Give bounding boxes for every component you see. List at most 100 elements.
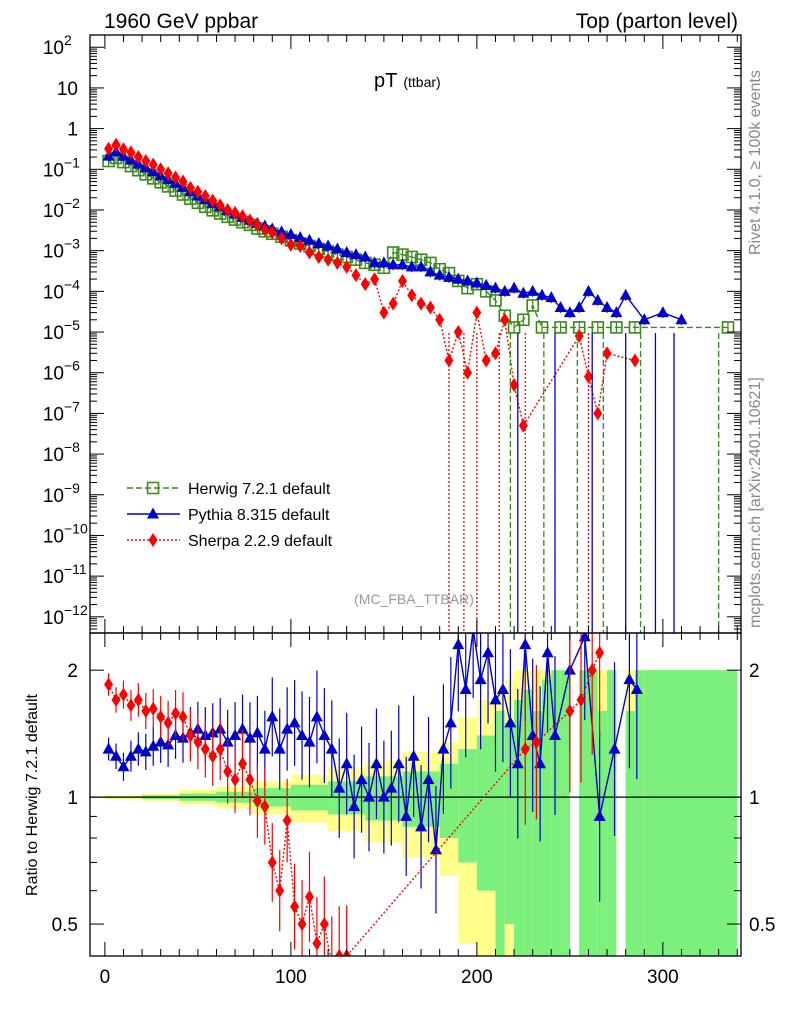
chart-title: pT (ttbar): [374, 70, 441, 92]
y-tick-label: 10−10: [43, 520, 88, 547]
ratio-point: [333, 781, 346, 793]
ratio-band-inner: [551, 670, 561, 956]
series-point: [638, 313, 651, 325]
ratio-point: [118, 687, 128, 702]
series-point: [171, 170, 181, 185]
ratio-band-inner: [523, 689, 533, 956]
series-point: [545, 291, 558, 303]
y-tick-label: 10−3: [43, 236, 80, 263]
series-point: [312, 236, 325, 248]
series-point: [193, 184, 203, 199]
series-point: [415, 260, 428, 272]
ratio-point: [258, 742, 271, 754]
ratio-point: [266, 710, 279, 722]
ratio-point: [304, 889, 314, 904]
series-point: [508, 281, 521, 293]
series-point: [452, 272, 465, 284]
series-point: [230, 205, 240, 220]
series-point: [526, 284, 539, 296]
y-tick-label: 10: [57, 79, 78, 100]
ratio-point: [139, 745, 152, 757]
y-tick-label: 10−2: [43, 195, 80, 222]
ratio-y-tick-label: 1: [67, 788, 78, 809]
ratio-point: [154, 735, 167, 747]
series-point: [126, 145, 136, 160]
ratio-band-inner: [625, 711, 635, 956]
series-point: [628, 321, 642, 334]
series-point: [509, 377, 519, 392]
ratio-point: [110, 749, 123, 761]
analysis-label: (MC_FBA_TTBAR): [354, 591, 474, 607]
series-point: [526, 299, 539, 312]
ratio-point: [156, 709, 166, 724]
series-point: [178, 174, 188, 189]
ratio-point: [229, 728, 242, 740]
series-point: [489, 294, 502, 307]
x-tick-label: 0: [100, 967, 111, 988]
ratio-point: [452, 638, 465, 650]
ratio-point: [312, 936, 322, 951]
series-point: [377, 256, 390, 268]
series-point: [602, 346, 612, 361]
series-point: [535, 321, 549, 334]
ratio-point: [147, 739, 160, 751]
ratio-point: [208, 749, 218, 764]
ratio-point: [489, 693, 502, 705]
ratio-point: [273, 742, 286, 754]
ratio-band-inner: [634, 670, 645, 956]
legend: Herwig 7.2.1 default Pythia 8.315 default…: [127, 481, 333, 550]
series-point: [425, 300, 435, 315]
ratio-point: [385, 781, 398, 793]
ratio-band-inner: [560, 670, 570, 956]
ratio-point: [630, 682, 643, 694]
ratio-point: [267, 855, 277, 870]
series-point: [215, 198, 225, 213]
series-point: [223, 202, 233, 217]
legend-label-1: Pythia 8.315 default: [188, 507, 330, 524]
series-point: [238, 209, 248, 224]
series-point: [583, 369, 593, 384]
series-point: [433, 268, 446, 280]
ratio-point: [519, 638, 532, 650]
y-tick-label: 10−5: [43, 317, 80, 344]
ratio-point: [578, 633, 591, 642]
series-point: [517, 313, 530, 327]
series-point: [342, 259, 352, 274]
ratio-band-inner: [532, 711, 542, 956]
ratio-point: [531, 735, 541, 750]
ratio-point: [327, 958, 336, 972]
x-tick-label: 200: [461, 967, 493, 988]
legend-marker-2: [148, 533, 158, 547]
rivet-label: Rivet 4.1.0, ≥ 100k events: [747, 70, 764, 255]
series-point: [294, 231, 307, 243]
series-point: [133, 150, 143, 165]
ratio-point: [171, 706, 181, 721]
series-point: [405, 260, 418, 272]
series-point: [535, 288, 548, 300]
ratio-point: [355, 773, 368, 785]
ratio-point: [595, 645, 605, 660]
ratio-point: [296, 728, 309, 740]
series-point: [498, 284, 511, 296]
ratio-point: [348, 800, 361, 812]
series-point: [453, 325, 463, 340]
ratio-band-inner: [439, 763, 459, 838]
x-axis: 0 100 200 300: [100, 35, 738, 988]
ratio-point: [148, 701, 158, 716]
ratio-y-tick-label-right: 2: [749, 661, 760, 682]
series-point: [656, 306, 669, 318]
ratio-series-group: [102, 633, 643, 972]
ratio-band-inner: [495, 711, 505, 956]
ratio-point: [275, 883, 285, 898]
ratio-point: [310, 710, 323, 722]
series-point: [461, 274, 474, 286]
ratio-point: [252, 793, 262, 808]
series-point: [489, 281, 502, 293]
ratio-point: [593, 809, 606, 821]
y-tick-label: 10−9: [43, 480, 80, 507]
ratio-point: [504, 716, 517, 728]
legend-label-2: Sherpa 2.2.9 default: [188, 533, 333, 550]
ratio-point: [245, 772, 255, 787]
ratio-y-tick-label: 2: [67, 661, 78, 682]
ratio-y-tick-label: 0.5: [52, 915, 78, 936]
